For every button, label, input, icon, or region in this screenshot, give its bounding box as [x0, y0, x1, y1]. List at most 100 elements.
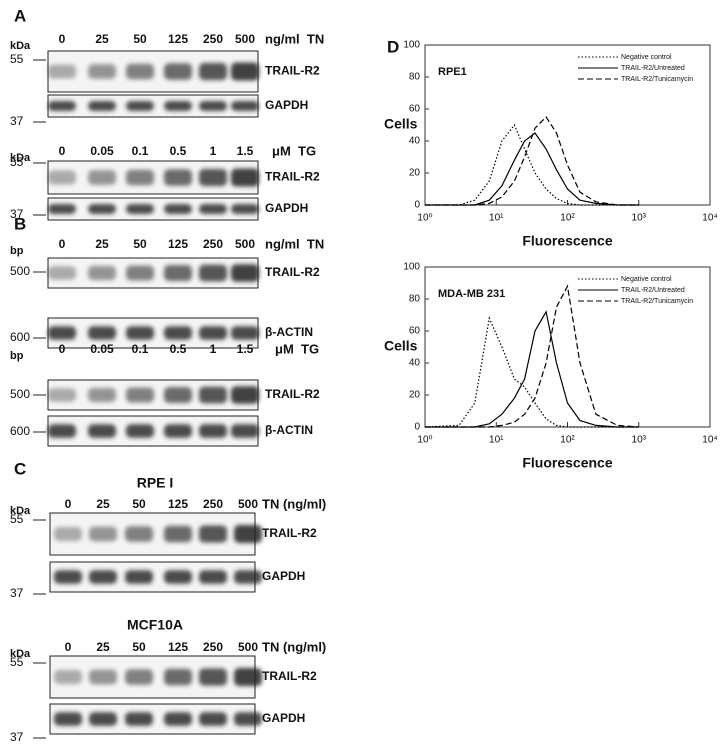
band — [89, 526, 117, 542]
lane-label: 1.5 — [237, 144, 254, 158]
band — [234, 712, 262, 726]
lane-label: 25 — [96, 497, 110, 511]
band — [89, 669, 117, 685]
band — [199, 264, 227, 282]
lane-label: 250 — [203, 640, 223, 654]
y-axis-label: Cells — [384, 116, 418, 132]
band — [54, 570, 82, 584]
band — [88, 64, 116, 79]
lane-label: 0 — [59, 342, 66, 356]
lane-label: 0 — [59, 32, 66, 46]
band — [54, 712, 82, 726]
band — [125, 570, 153, 584]
band — [164, 668, 192, 686]
band — [164, 712, 192, 726]
band — [164, 169, 192, 186]
x-tick-label: 10⁴ — [702, 213, 717, 224]
treatment-label: ng/ml TN — [265, 236, 324, 251]
band — [231, 424, 259, 438]
y-tick-label: 60 — [409, 326, 421, 337]
band — [89, 570, 117, 584]
band-label: TRAIL-R2 — [262, 669, 317, 683]
band — [199, 101, 227, 111]
x-tick-label: 10⁰ — [417, 213, 432, 224]
legend-label: Negative control — [621, 276, 672, 283]
band — [88, 204, 116, 214]
band-label: GAPDH — [265, 98, 308, 112]
unit-label: kDa — [10, 505, 31, 517]
marker-label: 500 — [10, 387, 30, 401]
lane-label: 0.1 — [132, 144, 149, 158]
band-label: β-ACTIN — [265, 325, 313, 339]
band — [164, 326, 192, 340]
marker-label: 600 — [10, 330, 30, 344]
band — [231, 62, 259, 81]
band — [199, 62, 227, 81]
marker-label: 600 — [10, 424, 30, 438]
treatment-label: μM TG — [272, 143, 316, 158]
band-label: GAPDH — [265, 201, 308, 215]
legend-label: TRAIL-R2/Tunicamycin — [621, 298, 693, 305]
treatment-label: μM TG — [275, 341, 319, 356]
histogram-line — [425, 123, 639, 206]
histogram-line — [425, 284, 639, 428]
band — [126, 101, 154, 111]
x-axis-label: Fluorescence — [522, 455, 612, 471]
band — [199, 712, 227, 726]
band-label: β-ACTIN — [265, 423, 313, 437]
lane-label: 0 — [65, 640, 72, 654]
band — [126, 424, 154, 438]
lane-label: 1.5 — [237, 342, 254, 356]
marker-label: 37 — [10, 114, 24, 128]
x-tick-label: 10³ — [632, 435, 647, 446]
band — [231, 168, 259, 187]
band-label: TRAIL-R2 — [262, 526, 317, 540]
band — [231, 386, 259, 404]
band — [48, 266, 76, 280]
y-axis-label: Cells — [384, 338, 418, 354]
legend-label: TRAIL-R2/Untreated — [621, 287, 685, 294]
lane-label: 0.05 — [90, 342, 114, 356]
band — [54, 670, 82, 684]
legend-label: TRAIL-R2/Tunicamycin — [621, 76, 693, 83]
y-tick-label: 0 — [414, 200, 420, 211]
band — [234, 668, 262, 686]
band — [231, 264, 259, 282]
lane-label: 0.5 — [170, 342, 187, 356]
marker-label: 55 — [10, 655, 24, 669]
panel-letter: B — [14, 214, 26, 233]
histogram-line — [425, 116, 639, 206]
band — [199, 668, 227, 686]
lane-label: 0 — [65, 497, 72, 511]
band — [234, 525, 262, 543]
lane-label: 500 — [235, 237, 255, 251]
band — [88, 265, 116, 281]
lane-label: 25 — [95, 32, 109, 46]
histogram-line — [424, 316, 639, 428]
band — [88, 101, 116, 111]
lane-label: 125 — [168, 32, 188, 46]
blot-title: RPE I — [137, 475, 174, 491]
band — [199, 525, 227, 543]
band — [48, 388, 76, 402]
band — [126, 265, 154, 281]
band — [48, 326, 76, 340]
unit-label: bp — [10, 245, 24, 257]
lane-label: 250 — [203, 32, 223, 46]
band — [231, 326, 259, 340]
histogram-line — [425, 310, 639, 428]
band — [164, 265, 192, 281]
y-tick-label: 80 — [409, 294, 421, 305]
lane-label: 0 — [59, 144, 66, 158]
lane-label: 1 — [210, 144, 217, 158]
chart-title: MDA-MB 231 — [438, 288, 505, 300]
lane-label: 0.1 — [132, 342, 149, 356]
histogram-line — [425, 132, 639, 206]
band — [54, 527, 82, 541]
band — [199, 204, 227, 214]
band — [126, 169, 154, 186]
marker-label: 55 — [10, 155, 24, 169]
band — [164, 204, 192, 214]
band — [126, 204, 154, 214]
